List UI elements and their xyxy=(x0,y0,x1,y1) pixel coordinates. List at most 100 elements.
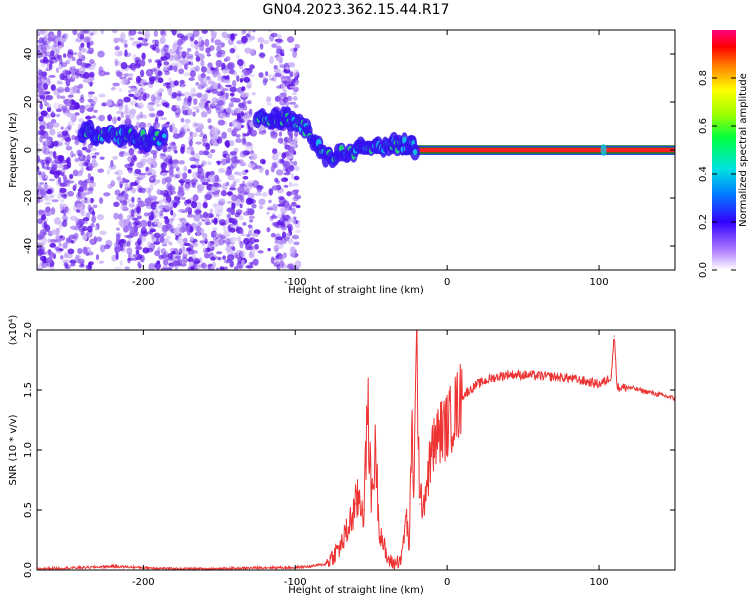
noise-speck xyxy=(99,156,105,160)
noise-speck xyxy=(149,184,154,191)
noise-speck xyxy=(273,221,280,228)
noise-speck xyxy=(161,267,169,270)
noise-speck xyxy=(97,168,104,173)
noise-speck xyxy=(248,215,255,220)
noise-speck xyxy=(159,236,165,244)
noise-speck xyxy=(236,112,242,120)
noise-speck xyxy=(38,209,43,215)
noise-speck xyxy=(56,113,61,118)
noise-speck xyxy=(152,174,157,178)
noise-speck xyxy=(64,99,70,107)
noise-speck xyxy=(195,141,202,145)
noise-speck xyxy=(232,119,236,128)
snr-point xyxy=(325,563,327,565)
noise-speck xyxy=(130,160,135,167)
noise-speck xyxy=(154,39,159,47)
noise-speck xyxy=(135,75,142,84)
snr-point xyxy=(81,567,84,569)
noise-speck xyxy=(175,166,180,172)
noise-speck xyxy=(50,164,58,171)
y-tick-label: 40 xyxy=(23,48,34,61)
noise-speck xyxy=(60,126,64,130)
snr-point xyxy=(610,375,612,377)
noise-speck xyxy=(287,36,295,43)
noise-speck xyxy=(173,80,179,86)
noise-speck xyxy=(82,217,90,222)
snr-point xyxy=(405,515,407,517)
noise-speck xyxy=(148,76,157,82)
noise-speck xyxy=(120,39,128,44)
noise-speck xyxy=(171,190,177,195)
noise-speck xyxy=(140,59,146,67)
snr-point xyxy=(218,568,220,570)
noise-speck xyxy=(111,86,117,90)
noise-speck xyxy=(127,156,132,163)
noise-speck xyxy=(162,82,170,87)
y-tick-label: -40 xyxy=(23,238,34,254)
noise-speck xyxy=(77,191,81,198)
noise-speck xyxy=(65,59,70,65)
noise-speck xyxy=(135,244,141,251)
noise-speck xyxy=(239,150,247,158)
noise-speck xyxy=(212,227,218,232)
noise-speck xyxy=(204,221,212,226)
noise-speck xyxy=(141,237,147,242)
noise-speck xyxy=(245,144,251,152)
noise-speck xyxy=(197,221,203,226)
noise-speck xyxy=(266,211,270,215)
noise-speck xyxy=(55,235,60,241)
noise-speck xyxy=(274,72,282,78)
noise-speck xyxy=(270,129,276,136)
noise-speck xyxy=(91,155,97,159)
noise-speck xyxy=(254,239,260,243)
snr-ticks: -200 -100 0 100 0.0 0.5 1.0 1.5 2.0 xyxy=(23,322,675,588)
noise-speck xyxy=(192,253,196,260)
snr-point xyxy=(378,521,380,523)
noise-speck xyxy=(276,45,282,51)
noise-speck xyxy=(226,200,233,204)
noise-speck xyxy=(192,30,200,37)
noise-speck xyxy=(293,241,300,246)
noise-speck xyxy=(41,260,49,269)
noise-speck xyxy=(240,228,244,235)
noise-speck xyxy=(242,138,247,145)
noise-speck xyxy=(37,129,46,136)
signal-core xyxy=(412,148,418,156)
noise-speck xyxy=(89,40,94,46)
noise-speck xyxy=(124,104,129,111)
noise-speck xyxy=(134,90,141,97)
noise-speck xyxy=(232,80,237,88)
noise-speck xyxy=(236,124,242,129)
noise-speck xyxy=(92,204,98,209)
noise-speck xyxy=(185,199,192,205)
noise-speck xyxy=(228,241,236,245)
noise-speck xyxy=(62,53,67,58)
noise-speck xyxy=(236,249,242,254)
noise-speck xyxy=(38,261,45,270)
colorbar-gradient xyxy=(712,30,736,270)
noise-speck xyxy=(196,92,203,98)
noise-speck xyxy=(240,233,247,237)
noise-speck xyxy=(218,198,226,206)
noise-speck xyxy=(115,252,119,261)
noise-speck xyxy=(229,151,237,156)
noise-speck xyxy=(139,42,143,47)
x-tick-label: -200 xyxy=(132,277,155,288)
noise-speck xyxy=(243,76,251,83)
noise-speck xyxy=(188,261,194,267)
noise-speck xyxy=(47,263,53,268)
noise-speck xyxy=(286,134,291,143)
carrier-edge xyxy=(401,153,675,155)
noise-speck xyxy=(288,101,297,105)
noise-speck xyxy=(219,266,225,270)
noise-speck xyxy=(45,95,54,101)
noise-speck xyxy=(244,47,252,54)
colorbar-tick-label: 0.4 xyxy=(698,166,709,182)
y-tick-label: 0.0 xyxy=(23,562,34,578)
noise-speck xyxy=(46,121,54,130)
noise-speck xyxy=(231,202,236,210)
noise-speck xyxy=(128,111,135,120)
noise-speck xyxy=(40,61,46,68)
noise-speck xyxy=(249,49,256,57)
noise-speck xyxy=(114,266,122,270)
